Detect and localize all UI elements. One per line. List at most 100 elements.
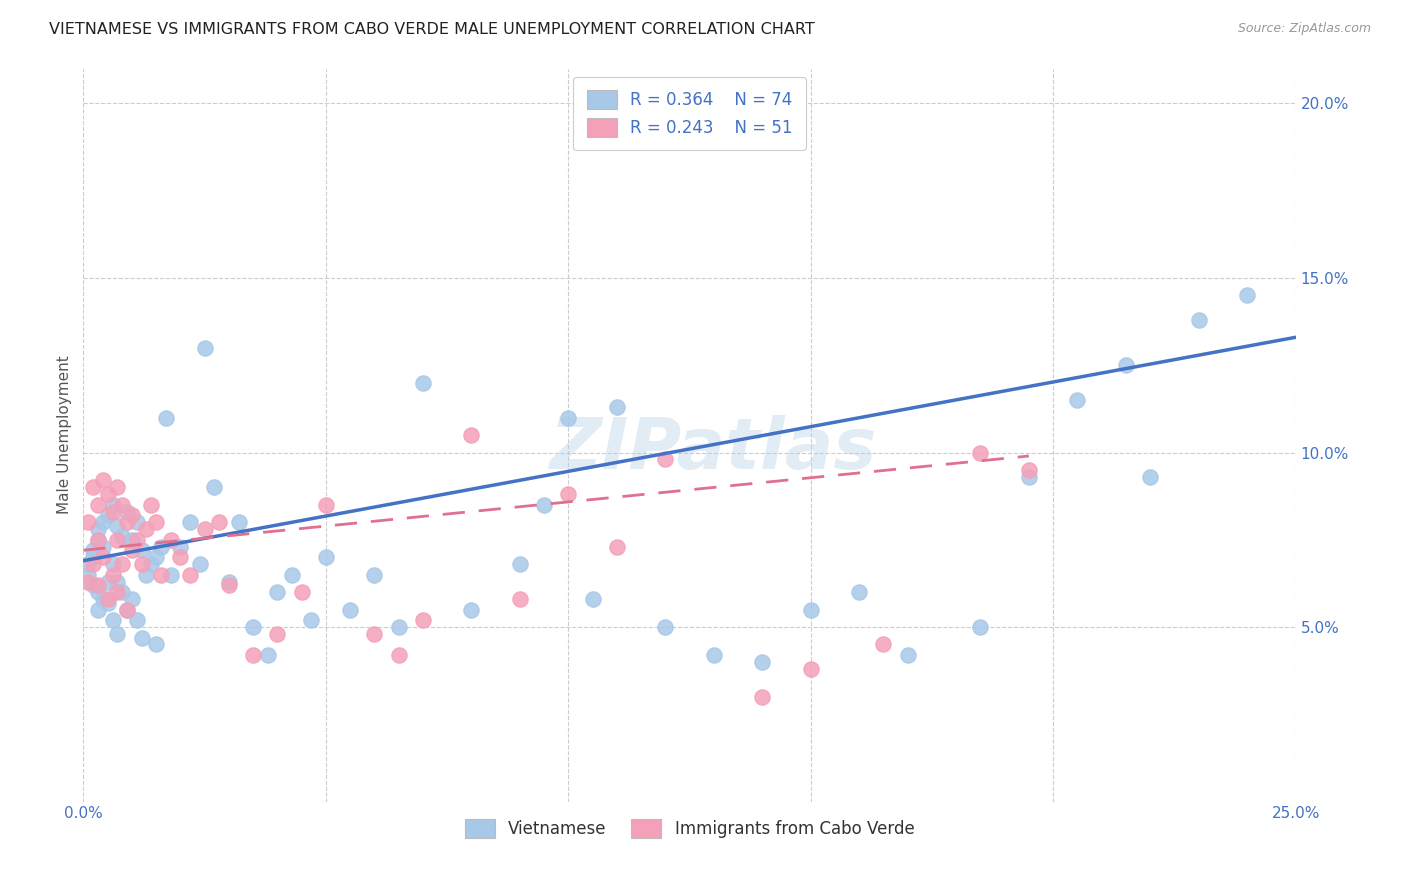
- Point: [87, 578, 110, 592]
- Point: [97, 487, 120, 501]
- Point: [111, 585, 134, 599]
- Point: [412, 613, 434, 627]
- Point: [97, 508, 120, 523]
- Text: VIETNAMESE VS IMMIGRANTS FROM CABO VERDE MALE UNEMPLOYMENT CORRELATION CHART: VIETNAMESE VS IMMIGRANTS FROM CABO VERDE…: [49, 22, 815, 37]
- Point: [82, 558, 104, 572]
- Point: [141, 558, 163, 572]
- Point: [533, 498, 555, 512]
- Point: [872, 638, 894, 652]
- Point: [77, 567, 100, 582]
- Point: [299, 613, 322, 627]
- Point: [121, 533, 143, 547]
- Point: [800, 662, 823, 676]
- Point: [509, 592, 531, 607]
- Point: [159, 533, 181, 547]
- Point: [188, 558, 211, 572]
- Point: [179, 567, 201, 582]
- Point: [155, 410, 177, 425]
- Point: [1018, 463, 1040, 477]
- Point: [159, 567, 181, 582]
- Point: [412, 376, 434, 390]
- Point: [97, 592, 120, 607]
- Point: [751, 690, 773, 704]
- Point: [1236, 288, 1258, 302]
- Point: [145, 638, 167, 652]
- Point: [91, 474, 114, 488]
- Point: [87, 533, 110, 547]
- Point: [606, 540, 628, 554]
- Point: [654, 452, 676, 467]
- Point: [194, 341, 217, 355]
- Point: [266, 627, 288, 641]
- Point: [105, 480, 128, 494]
- Point: [145, 550, 167, 565]
- Point: [1187, 313, 1209, 327]
- Point: [121, 592, 143, 607]
- Point: [897, 648, 920, 662]
- Point: [131, 543, 153, 558]
- Point: [266, 585, 288, 599]
- Point: [82, 578, 104, 592]
- Point: [150, 540, 173, 554]
- Point: [135, 522, 157, 536]
- Point: [218, 578, 240, 592]
- Point: [202, 480, 225, 494]
- Point: [101, 613, 124, 627]
- Point: [1018, 470, 1040, 484]
- Point: [115, 602, 138, 616]
- Point: [115, 516, 138, 530]
- Point: [141, 498, 163, 512]
- Point: [145, 516, 167, 530]
- Point: [135, 567, 157, 582]
- Point: [115, 505, 138, 519]
- Point: [179, 516, 201, 530]
- Point: [654, 620, 676, 634]
- Point: [363, 567, 385, 582]
- Point: [87, 602, 110, 616]
- Point: [315, 498, 337, 512]
- Point: [97, 596, 120, 610]
- Point: [111, 529, 134, 543]
- Point: [82, 480, 104, 494]
- Point: [1066, 393, 1088, 408]
- Point: [125, 516, 148, 530]
- Point: [101, 498, 124, 512]
- Point: [101, 505, 124, 519]
- Point: [703, 648, 725, 662]
- Point: [91, 550, 114, 565]
- Text: ZIPatlas: ZIPatlas: [550, 415, 877, 484]
- Point: [131, 631, 153, 645]
- Point: [387, 620, 409, 634]
- Point: [105, 518, 128, 533]
- Point: [509, 558, 531, 572]
- Point: [228, 516, 250, 530]
- Point: [169, 550, 191, 565]
- Point: [105, 533, 128, 547]
- Point: [87, 522, 110, 536]
- Point: [242, 648, 264, 662]
- Point: [82, 550, 104, 565]
- Point: [77, 574, 100, 589]
- Point: [557, 487, 579, 501]
- Point: [111, 498, 134, 512]
- Point: [800, 602, 823, 616]
- Point: [387, 648, 409, 662]
- Point: [606, 400, 628, 414]
- Point: [339, 602, 361, 616]
- Point: [115, 602, 138, 616]
- Point: [111, 558, 134, 572]
- Point: [460, 428, 482, 442]
- Point: [557, 410, 579, 425]
- Point: [969, 445, 991, 459]
- Legend: Vietnamese, Immigrants from Cabo Verde: Vietnamese, Immigrants from Cabo Verde: [458, 812, 921, 845]
- Point: [460, 602, 482, 616]
- Point: [291, 585, 314, 599]
- Point: [105, 574, 128, 589]
- Point: [121, 543, 143, 558]
- Point: [97, 574, 120, 589]
- Point: [363, 627, 385, 641]
- Point: [91, 516, 114, 530]
- Point: [242, 620, 264, 634]
- Point: [218, 574, 240, 589]
- Point: [101, 558, 124, 572]
